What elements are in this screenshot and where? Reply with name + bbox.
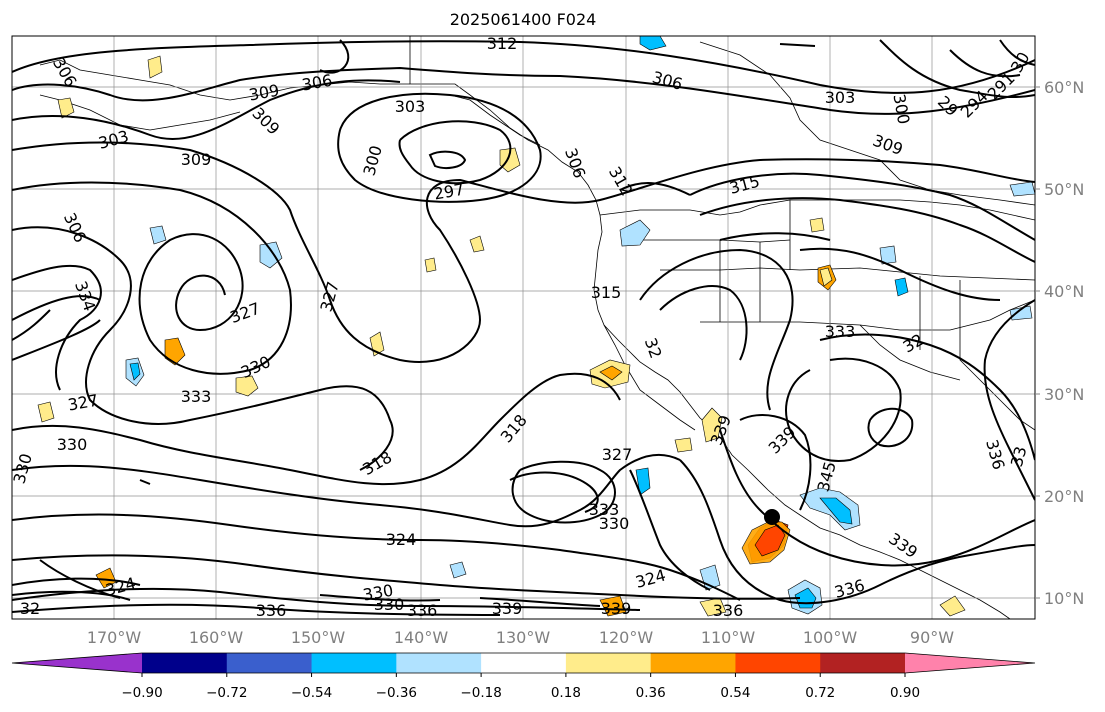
colorbar-swatch (142, 653, 228, 673)
latitude-label: 40°N (1044, 282, 1084, 301)
latitude-label: 50°N (1044, 180, 1084, 199)
contour-label: 339 (601, 599, 632, 618)
colorbar-tick-label: −0.72 (206, 685, 247, 701)
colorbar-swatch (311, 653, 397, 673)
contour-label: 327 (602, 445, 633, 464)
contour-label: 330 (10, 451, 36, 485)
contour-label: 312 (487, 34, 518, 53)
colorbar-tick-label: −0.54 (291, 685, 332, 701)
chart-title: 2025061400 F024 (450, 10, 597, 29)
contour-label: 315 (591, 283, 622, 302)
theta-contours (12, 39, 1035, 616)
colorbar-extend-low (12, 653, 142, 673)
longitude-label: 140°W (394, 628, 449, 647)
colorbar-swatch (565, 653, 652, 673)
contour-label: 330 (57, 435, 88, 454)
longitude-label: 100°W (803, 628, 858, 647)
longitude-axis: 170°W 160°W 150°W 140°W 130°W 120°W 110°W 100°W… (87, 628, 954, 647)
colorbar-tick-label: 0.54 (720, 685, 750, 701)
latitude-label: 10°N (1044, 589, 1084, 608)
colorbar-tick-label: 0.72 (805, 685, 835, 701)
contour-label: 33 (1007, 444, 1031, 469)
contour-label: 330 (599, 514, 630, 533)
longitude-label: 90°W (910, 628, 954, 647)
graticule (12, 36, 1035, 619)
contour-label: 336 (407, 601, 438, 620)
colorbar-swatch (396, 653, 482, 673)
colorbar-extend-high (905, 653, 1035, 673)
colorbar-swatch (735, 653, 821, 673)
contour-label: 309 (181, 150, 212, 169)
longitude-label: 110°W (701, 628, 756, 647)
contour-label: 324 (386, 530, 417, 549)
colorbar-tick-label: −0.90 (121, 685, 162, 701)
contour-label: 330 (374, 595, 405, 614)
latitude-axis: 60°N 50°N 40°N 30°N 20°N 10°N (1035, 78, 1084, 608)
contour-label: 333 (825, 322, 856, 341)
map-background (12, 36, 1035, 619)
colorbar-tick-label: −0.36 (376, 685, 417, 701)
contour-label: 339 (492, 599, 523, 618)
longitude-label: 160°W (189, 628, 244, 647)
latitude-label: 30°N (1044, 385, 1084, 404)
colorbar-tick-label: 0.90 (890, 685, 920, 701)
colorbar-swatch (481, 653, 567, 673)
colorbar-tick-label: 0.36 (636, 685, 666, 701)
contour-label: 32 (20, 599, 40, 618)
latitude-label: 20°N (1044, 487, 1084, 506)
longitude-label: 170°W (87, 628, 142, 647)
contour-label: 336 (256, 601, 287, 620)
colorbar-swatch (226, 653, 313, 673)
colorbar-swatch (820, 653, 906, 673)
contour-label: 336 (713, 601, 744, 620)
map-frame (11, 35, 1036, 620)
colorbar-tick-label: −0.18 (460, 685, 501, 701)
contour-label: 333 (181, 387, 212, 406)
contour-label: 303 (825, 88, 856, 107)
colorbar-swatch (650, 653, 736, 673)
longitude-label: 120°W (599, 628, 654, 647)
colorbar: −0.90 −0.72 −0.54 −0.36 −0.18 0.18 0.36 0.54 0.7… (11, 652, 1036, 701)
longitude-label: 130°W (496, 628, 551, 647)
colorbar-tick-label: 0.18 (551, 685, 581, 701)
longitude-label: 150°W (291, 628, 346, 647)
shaded-anomaly-patches (37, 36, 1035, 617)
contour-label: 333 (589, 500, 620, 519)
latitude-label: 60°N (1044, 78, 1084, 97)
contour-label: 303 (395, 97, 426, 116)
